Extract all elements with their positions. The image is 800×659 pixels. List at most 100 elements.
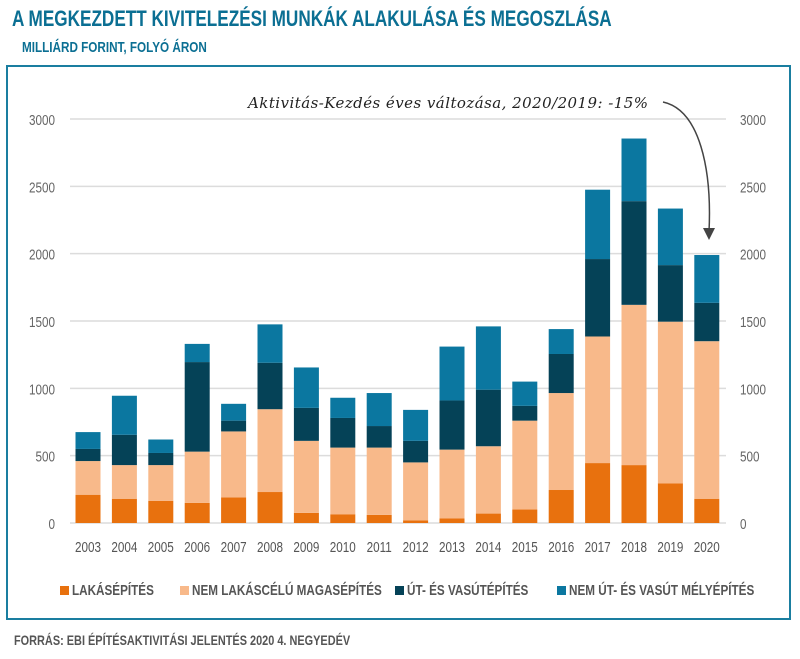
bar-segment — [585, 463, 611, 523]
x-tick-label: 2018 — [621, 539, 647, 556]
bar-segment — [257, 492, 283, 523]
legend-label: NEM LAKÁSCÉLÚ MAGASÉPÍTÉS — [192, 582, 382, 599]
bar-segment — [475, 513, 501, 523]
bar-segment — [621, 201, 647, 305]
bar-segment — [403, 520, 429, 523]
bar-segment — [330, 397, 356, 418]
bar-segment — [184, 451, 210, 503]
bar-segment — [148, 439, 174, 453]
bar-segment — [657, 208, 683, 266]
chart-title: A MEGKEZDETT KIVITELEZÉSI MUNKÁK ALAKULÁ… — [12, 6, 612, 31]
bar-segment — [184, 502, 210, 523]
bar-segment — [257, 409, 283, 493]
bar-segment — [694, 498, 720, 523]
bar-segment — [293, 440, 319, 513]
bar-segment — [621, 465, 647, 523]
legend-swatch — [557, 586, 566, 595]
bar-segment — [403, 440, 429, 463]
bar-segment — [366, 447, 392, 515]
bar-segment — [585, 259, 611, 337]
x-tick-label: 2008 — [257, 539, 283, 556]
bar-segment — [184, 343, 210, 363]
bar-segment — [694, 302, 720, 342]
bar-segment — [403, 409, 429, 441]
bar-segment — [75, 461, 101, 495]
x-tick-label: 2007 — [221, 539, 247, 556]
bar-segment — [75, 432, 101, 449]
bar-segment — [512, 509, 538, 523]
annotation-arrow — [662, 101, 711, 233]
bar-segment — [111, 498, 137, 523]
y-tick-label-left: 500 — [35, 448, 55, 465]
bar-segment — [221, 431, 247, 498]
bar-segment — [257, 324, 283, 363]
bar-segment — [548, 490, 574, 523]
y-tick-label-right: 3000 — [740, 112, 766, 129]
legend-swatch — [60, 586, 69, 595]
y-tick-label-left: 3000 — [29, 112, 55, 129]
bars — [75, 138, 720, 523]
bar-segment — [548, 353, 574, 394]
bar-segment — [548, 329, 574, 354]
bar-segment — [439, 400, 465, 450]
bar-segment — [293, 407, 319, 441]
bar-segment — [403, 462, 429, 521]
x-tick-label: 2006 — [184, 539, 210, 556]
bar-segment — [257, 362, 283, 410]
bar-segment — [439, 346, 465, 401]
x-tick-label: 2012 — [403, 539, 429, 556]
bar-segment — [366, 514, 392, 523]
chart-frame — [6, 65, 791, 620]
x-tick-label: 2014 — [475, 539, 501, 556]
bar-segment — [439, 449, 465, 519]
legend-item: ÚT- ÉS VASÚTÉPÍTÉS — [395, 582, 563, 599]
x-tick-label: 2020 — [694, 539, 720, 556]
bar-segment — [621, 138, 647, 202]
bar-segment — [475, 389, 501, 447]
bar-segment — [657, 321, 683, 484]
bar-segment — [330, 417, 356, 448]
y-tick-label-right: 1500 — [740, 314, 766, 331]
bar-segment — [148, 452, 174, 466]
y-axis-left: 0 500 1000 1500 2000 2500 3000 — [29, 112, 55, 533]
bar-segment — [475, 326, 501, 390]
y-tick-label-right: 1000 — [740, 381, 766, 398]
bar-segment — [585, 336, 611, 464]
bar-segment — [694, 341, 720, 499]
bar-segment — [694, 255, 720, 303]
bar-segment — [366, 393, 392, 427]
bar-segment — [657, 483, 683, 523]
bar-segment — [585, 189, 611, 260]
legend-swatch — [395, 586, 404, 595]
x-tick-label: 2017 — [585, 539, 611, 556]
x-tick-label: 2013 — [439, 539, 465, 556]
bar-segment — [475, 446, 501, 514]
bar-segment — [221, 497, 247, 523]
bar-segment — [75, 448, 101, 462]
bar-segment — [512, 405, 538, 421]
y-tick-label-left: 2000 — [29, 246, 55, 263]
bar-segment — [657, 265, 683, 322]
legend-item: NEM ÚT- ÉS VASÚT MÉLYÉPÍTÉS — [557, 582, 800, 599]
gridlines — [70, 118, 726, 524]
bar-segment — [75, 494, 101, 523]
bar-segment — [221, 403, 247, 421]
bar-segment — [184, 362, 210, 452]
legend: LAKÁSÉPÍTÉS NEM LAKÁSCÉLÚ MAGASÉPÍTÉS ÚT- … — [0, 582, 800, 602]
bar-segment — [439, 518, 465, 523]
x-tick-label: 2019 — [657, 539, 683, 556]
bar-segment — [548, 393, 574, 491]
y-tick-label-left: 2500 — [29, 179, 55, 196]
annotation-text: Aktivitás-Kezdés éves változása, 2020/20… — [246, 94, 648, 112]
bar-segment — [111, 434, 137, 466]
y-tick-label-right: 2000 — [740, 246, 766, 263]
x-tick-label: 2004 — [111, 539, 137, 556]
x-tick-label: 2005 — [148, 539, 174, 556]
y-tick-label-left: 1500 — [29, 314, 55, 331]
legend-item: NEM LAKÁSCÉLÚ MAGASÉPÍTÉS — [180, 582, 435, 599]
bar-segment — [111, 395, 137, 435]
legend-label: ÚT- ÉS VASÚTÉPÍTÉS — [407, 582, 529, 599]
y-tick-label-right: 0 — [740, 516, 747, 533]
bar-segment — [512, 381, 538, 406]
